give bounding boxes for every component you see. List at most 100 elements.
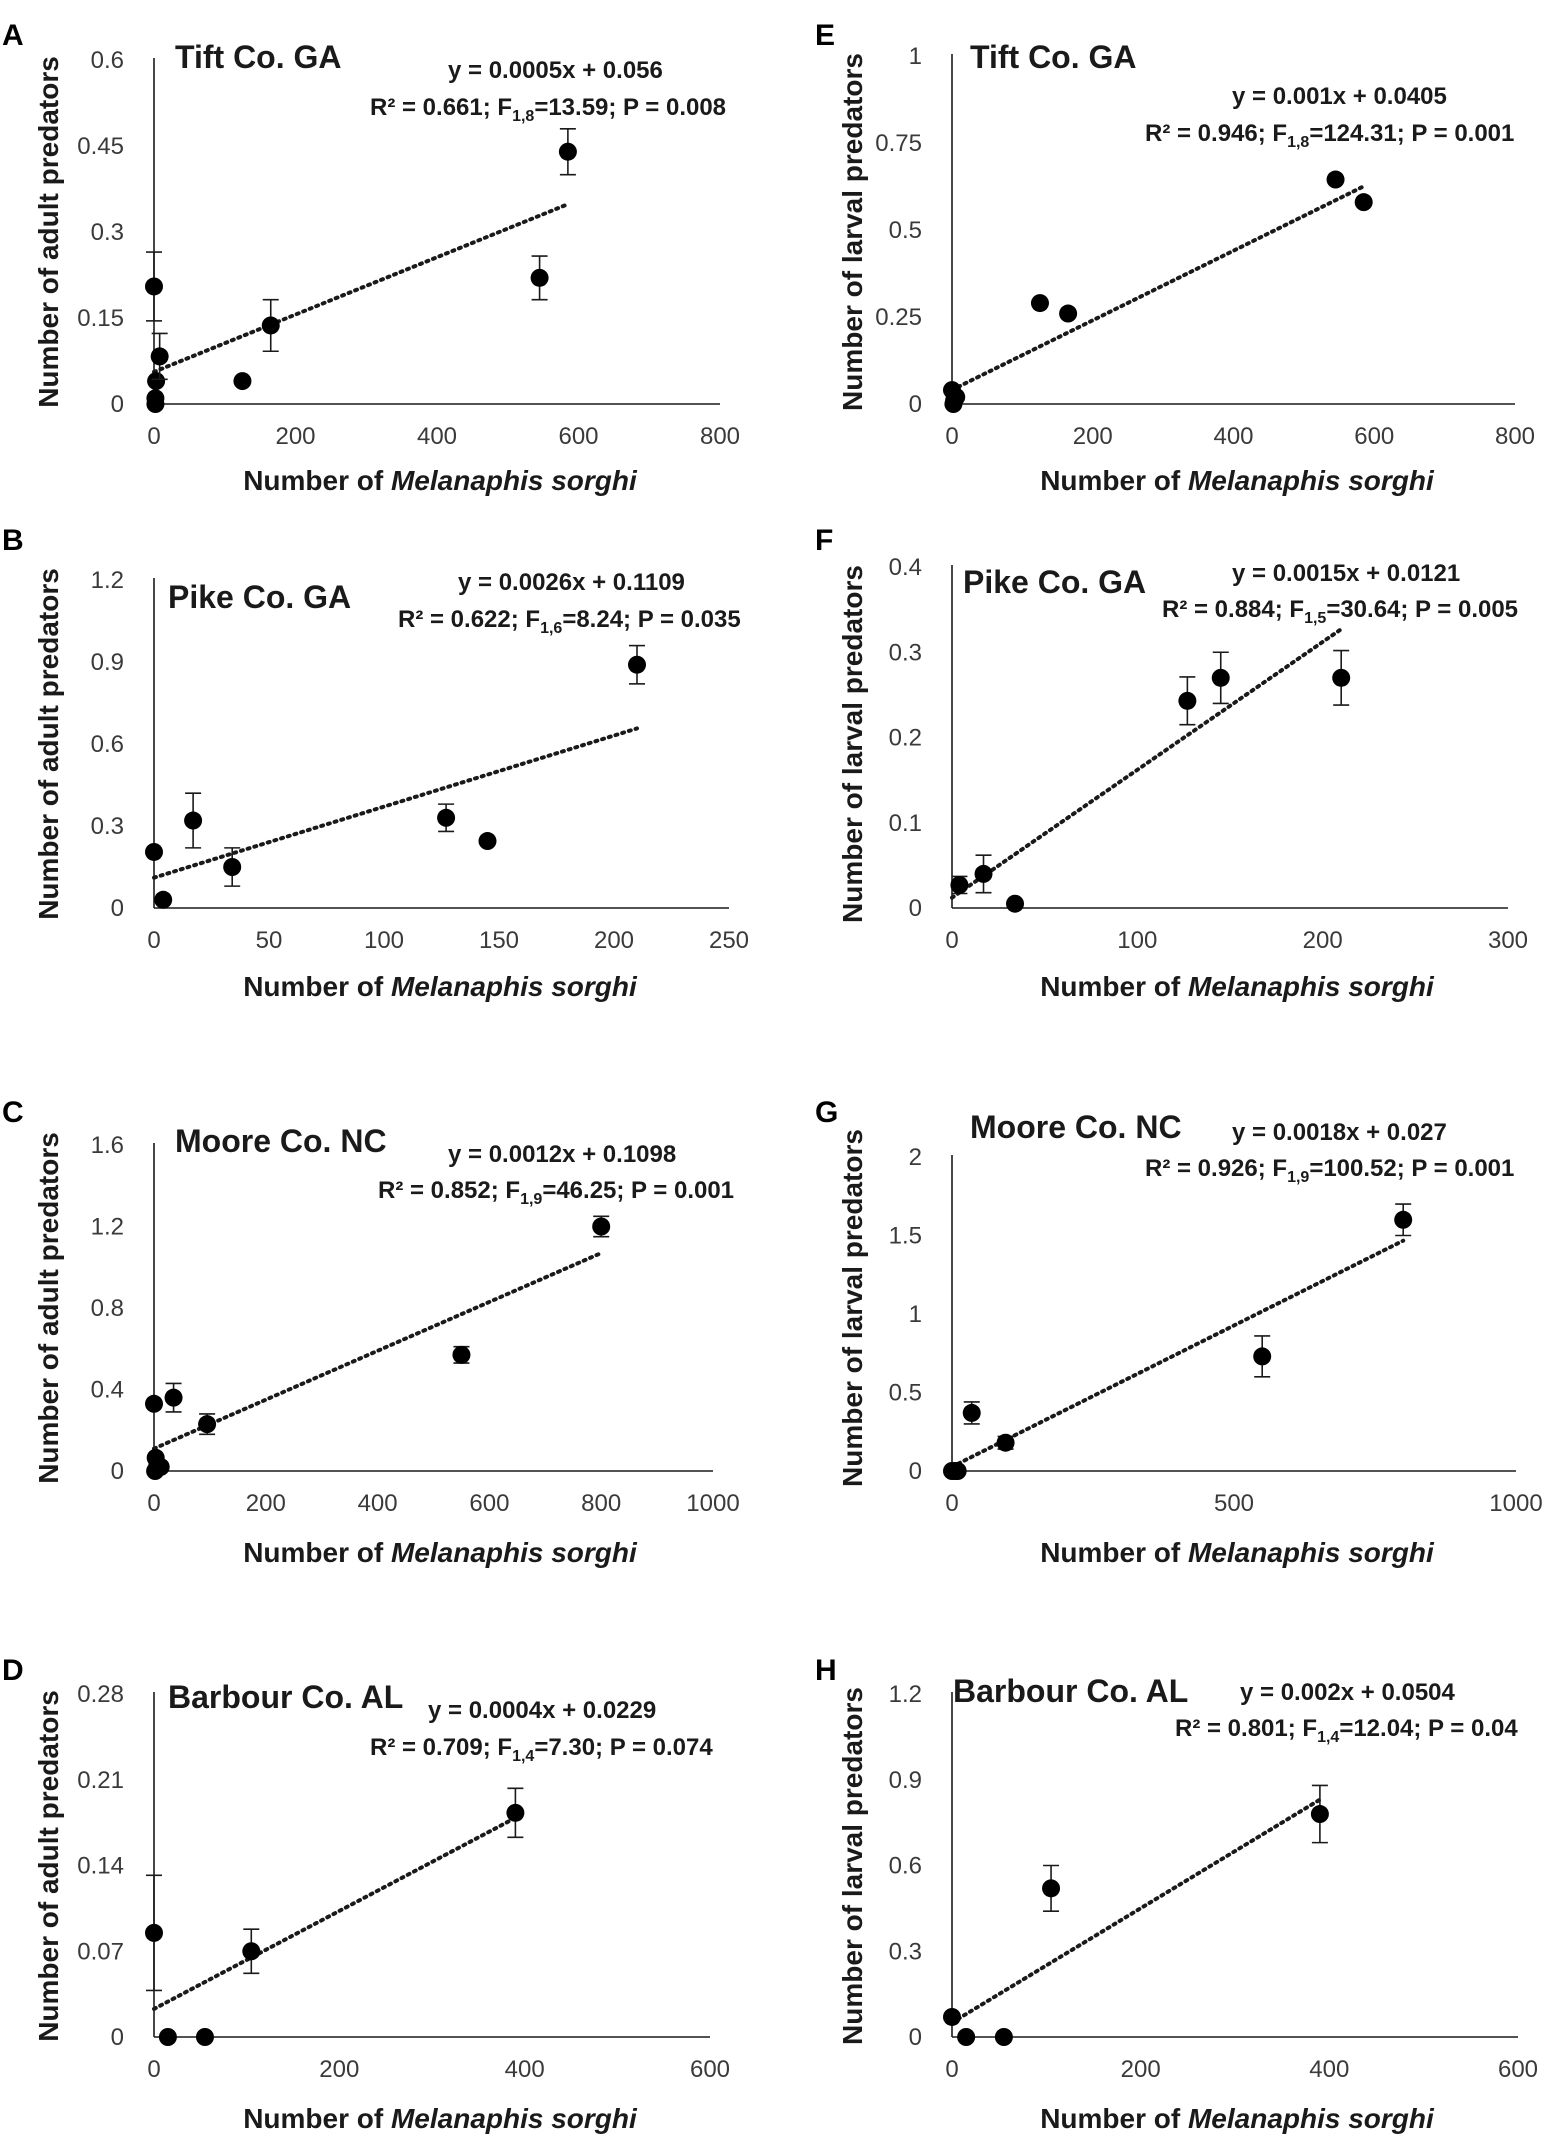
x-tick-label: 300 [1488, 927, 1528, 954]
data-point [146, 389, 165, 408]
data-point [1326, 170, 1345, 189]
data-point [158, 2028, 177, 2046]
y-axis-title: Number of adult predators [33, 1690, 64, 2042]
x-tick-label: 600 [690, 2056, 730, 2083]
chart-panel-f: 0 0.1 0.2 0.3 0.4 0 100 200 300 Number of Melanap… [815, 524, 1528, 1002]
x-tick-label: 0 [945, 423, 958, 450]
chart-title: Tift Co. GA [970, 39, 1137, 75]
x-tick-label: 0 [147, 927, 160, 954]
x-axis-title: Number of Melanaphis sorghi [243, 2103, 638, 2134]
data-point [150, 347, 169, 366]
y-tick-label: 1 [909, 43, 922, 70]
panel-letter: G [815, 1096, 838, 1129]
x-tick-label: 200 [319, 2056, 359, 2083]
regression-equation: y = 0.0012x + 0.1098 [448, 1141, 676, 1168]
y-axis-title: Number of adult predators [33, 1132, 64, 1484]
data-point [164, 1388, 183, 1407]
trendline [152, 202, 570, 374]
x-tick-label: 0 [945, 2056, 958, 2083]
regression-equation: y = 0.0015x + 0.0121 [1232, 560, 1460, 587]
data-point [974, 864, 993, 883]
data-point [1059, 304, 1078, 323]
y-tick-label: 0 [909, 895, 922, 922]
chart-title: Barbour Co. AL [953, 1673, 1188, 1709]
x-tick-label: 1000 [1489, 1490, 1542, 1517]
y-tick-label: 0.5 [889, 1380, 922, 1407]
data-point [558, 142, 577, 161]
chart-panel-g: 0 0.5 1 1.5 2 0 500 1000 Number of Melanaphis so… [815, 1096, 1543, 1568]
data-point [962, 1403, 981, 1422]
chart-title: Tift Co. GA [175, 39, 342, 75]
y-tick-label: 0 [111, 895, 124, 922]
data-point [1178, 691, 1197, 710]
y-tick-label: 0.3 [91, 813, 124, 840]
y-tick-label: 0 [909, 2024, 922, 2051]
x-tick-label: 800 [581, 1490, 621, 1517]
y-tick-label: 0 [111, 2024, 124, 2051]
data-point [223, 858, 242, 876]
data-point [1354, 193, 1373, 212]
trendline [152, 1251, 604, 1451]
trendline [950, 627, 1344, 900]
y-tick-label: 0.1 [889, 810, 922, 837]
x-tick-label: 50 [256, 927, 283, 954]
y-tick-label: 0.28 [77, 1681, 124, 1708]
x-tick-label: 0 [945, 927, 958, 954]
y-tick-label: 0.6 [91, 47, 124, 74]
data-point [592, 1217, 611, 1236]
chart-panel-e: 0 0.25 0.5 0.75 1 0 200 400 600 800 Number of Mela… [815, 19, 1535, 496]
trendline [950, 1797, 1322, 2025]
x-tick-label: 600 [558, 423, 598, 450]
panel-letter: D [2, 1654, 24, 1687]
data-point [1310, 1805, 1329, 1824]
x-tick-label: 0 [147, 2056, 160, 2083]
data-point [948, 1462, 967, 1480]
chart-title: Barbour Co. AL [168, 1679, 403, 1715]
regression-stats: R² = 0.709; F1,4=7.30; P = 0.074 [370, 1734, 713, 1765]
y-tick-label: 0.15 [77, 305, 124, 332]
x-tick-label: 100 [364, 927, 404, 954]
chart-panel-d: 0 0.07 0.14 0.21 0.28 0 200 400 600 Number of Mel… [2, 1654, 730, 2134]
y-tick-label: 0.5 [889, 217, 922, 244]
y-tick-label: 0.3 [91, 219, 124, 246]
data-point [195, 2028, 214, 2046]
data-point [950, 875, 969, 894]
y-tick-label: 0.45 [77, 133, 124, 160]
y-axis-title: Number of larval predators [837, 53, 868, 411]
x-axis-title: Number of Melanaphis sorghi [1040, 465, 1435, 496]
y-tick-label: 1.5 [889, 1223, 922, 1250]
data-point [530, 268, 549, 287]
data-point [145, 842, 163, 861]
trendline [152, 726, 639, 880]
data-point [1211, 668, 1230, 687]
y-axis-title: Number of larval predators [837, 565, 868, 923]
x-axis-title: Number of Melanaphis sorghi [1040, 1537, 1435, 1568]
y-tick-label: 0.14 [77, 1853, 124, 1880]
x-tick-label: 800 [700, 423, 740, 450]
panel-letter: C [2, 1096, 24, 1129]
y-tick-label: 1.2 [91, 567, 124, 594]
x-tick-label: 100 [1117, 927, 1157, 954]
y-tick-label: 0.9 [91, 649, 124, 676]
chart-title: Pike Co. GA [963, 564, 1146, 600]
x-axis-title: Number of Melanaphis sorghi [243, 1537, 638, 1568]
x-tick-label: 0 [945, 1490, 958, 1517]
y-tick-label: 1.6 [91, 1132, 124, 1159]
y-tick-label: 0 [909, 391, 922, 418]
x-tick-label: 1000 [686, 1490, 739, 1517]
x-tick-label: 800 [1495, 423, 1535, 450]
data-point [1394, 1210, 1413, 1229]
chart-panel-b: 0 0.3 0.6 0.9 1.2 0 50 100 150 200 250 Number of Me… [2, 524, 749, 1002]
x-tick-label: 200 [246, 1490, 286, 1517]
data-point [957, 2028, 976, 2046]
y-tick-label: 0.75 [875, 130, 922, 157]
y-axis-title: Number of larval predators [837, 1129, 868, 1487]
regression-stats: R² = 0.852; F1,9=46.25; P = 0.001 [378, 1177, 734, 1208]
y-tick-label: 0.25 [875, 304, 922, 331]
regression-stats: R² = 0.661; F1,8=13.59; P = 0.008 [370, 94, 726, 125]
data-point [947, 388, 966, 407]
regression-equation: y = 0.0026x + 0.1109 [458, 569, 685, 596]
data-point [1042, 1879, 1061, 1898]
x-tick-label: 400 [1309, 2056, 1349, 2083]
